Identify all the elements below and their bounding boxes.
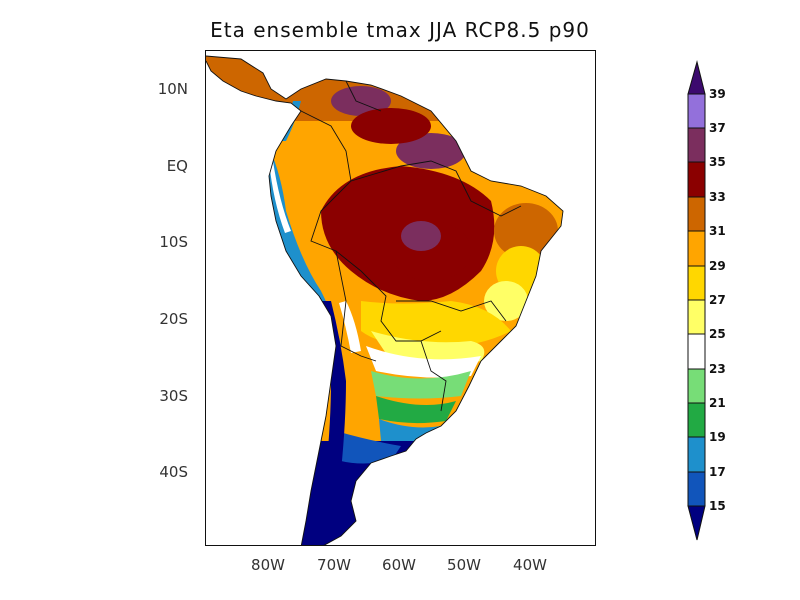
lat-label-40s: 40S xyxy=(159,463,188,481)
colorbar-label-15: 15 xyxy=(709,499,726,513)
colorbar-segment-19-21 xyxy=(687,402,706,438)
map-title: Eta ensemble tmax JJA RCP8.5 p90 xyxy=(210,18,590,42)
lon-label-60w: 60W xyxy=(382,556,416,574)
colorbar-label-39: 39 xyxy=(709,87,726,101)
lon-label-80w: 80W xyxy=(251,556,285,574)
colorbar-segment-21-23 xyxy=(687,368,706,404)
colorbar-label-27: 27 xyxy=(709,293,726,307)
colorbar-label-33: 33 xyxy=(709,190,726,204)
lon-label-40w: 40W xyxy=(513,556,547,574)
colorbar-label-19: 19 xyxy=(709,430,726,444)
map-panel[interactable] xyxy=(205,50,596,546)
colorbar-segment-15-17 xyxy=(687,471,706,507)
temperature-field xyxy=(206,55,564,545)
colorbar-label-35: 35 xyxy=(709,155,726,169)
colorbar-segment-37-39 xyxy=(687,93,706,129)
colorbar-segment-29-31 xyxy=(687,230,706,267)
colorbar-segment-27-29 xyxy=(687,265,706,301)
colorbar-label-17: 17 xyxy=(709,465,726,479)
colorbar-segment-31-33 xyxy=(687,196,706,232)
colorbar-label-23: 23 xyxy=(709,362,726,376)
colorbar-label-21: 21 xyxy=(709,396,726,410)
colorbar-label-37: 37 xyxy=(709,121,726,135)
colorbar-segment-17-19 xyxy=(687,436,706,473)
lat-label-10s: 10S xyxy=(159,233,188,251)
colorbar-segment-25-27 xyxy=(687,299,706,335)
colorbar-label-25: 25 xyxy=(709,327,726,341)
lat-label-30s: 30S xyxy=(159,387,188,405)
colorbar-label-29: 29 xyxy=(709,259,726,273)
colorbar-bottom-arrow xyxy=(687,505,706,541)
lon-label-70w: 70W xyxy=(317,556,351,574)
lat-label-20s: 20S xyxy=(159,310,188,328)
colorbar-segment-23-25 xyxy=(687,333,706,370)
lat-label-10n: 10N xyxy=(157,80,188,98)
lon-label-50w: 50W xyxy=(447,556,481,574)
colorbar-label-31: 31 xyxy=(709,224,726,238)
colorbar-top-arrow xyxy=(687,60,706,95)
colorbar-segment-35-37 xyxy=(687,127,706,163)
lat-label-eq: EQ xyxy=(166,157,188,175)
colorbar-segment-33-35 xyxy=(687,161,706,198)
